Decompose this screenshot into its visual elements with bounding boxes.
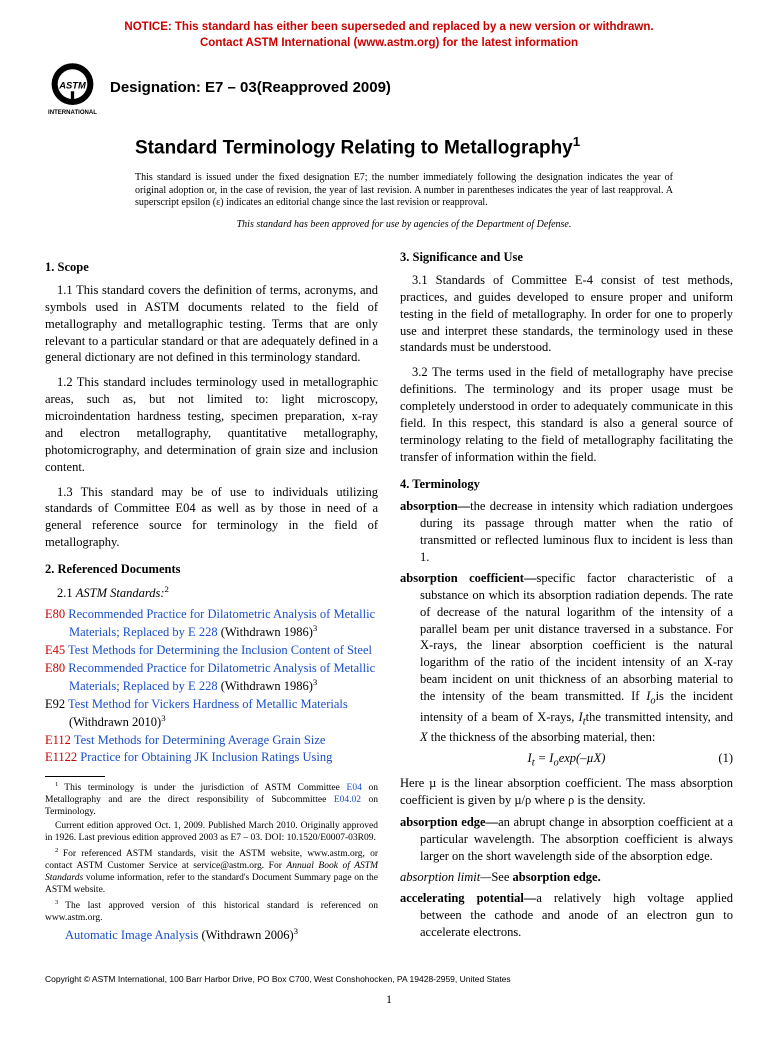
scope-p2: 1.2 This standard includes terminology u… bbox=[45, 374, 378, 475]
term-absorption-edge: absorption edge—an abrupt change in abso… bbox=[400, 814, 733, 865]
significance-heading: 3. Significance and Use bbox=[400, 249, 733, 266]
refdocs-subhead: 2.1 ASTM Standards:2 bbox=[45, 584, 378, 602]
ref-code: E80 bbox=[45, 607, 68, 621]
copyright-line: Copyright © ASTM International, 100 Barr… bbox=[45, 974, 733, 985]
ref-code: E45 bbox=[45, 643, 68, 657]
footnote-1: 1 This terminology is under the jurisdic… bbox=[45, 781, 378, 819]
dod-approval: This standard has been approved for use … bbox=[135, 218, 673, 232]
sig-p1: 3.1 Standards of Committee E-4 consist o… bbox=[400, 272, 733, 356]
ref-code: E112 bbox=[45, 733, 74, 747]
scope-heading: 1. Scope bbox=[45, 259, 378, 276]
reference-item: E112 Test Methods for Determining Averag… bbox=[45, 732, 378, 749]
scope-p3: 1.3 This standard may be of use to indiv… bbox=[45, 484, 378, 552]
ref-code: E92 bbox=[45, 697, 68, 711]
reference-item: E80 Recommended Practice for Dilatometri… bbox=[45, 606, 378, 641]
header-row: ASTM INTERNATIONAL Designation: E7 – 03(… bbox=[45, 61, 733, 116]
main-title: Standard Terminology Relating to Metallo… bbox=[135, 134, 673, 160]
ref-title-link[interactable]: Practice for Obtaining JK Inclusion Rati… bbox=[80, 750, 332, 764]
term-accelerating-potential: accelerating potential—a relatively high… bbox=[400, 890, 733, 941]
term-absorption: absorption—the decrease in intensity whi… bbox=[400, 498, 733, 566]
equation-followup: Here µ is the linear absorption coeffici… bbox=[400, 775, 733, 809]
title-block: Standard Terminology Relating to Metallo… bbox=[135, 134, 673, 231]
refdocs-heading: 2. Referenced Documents bbox=[45, 561, 378, 578]
ref-code: E1122 bbox=[45, 750, 80, 764]
reference-item: E1122 Practice for Obtaining JK Inclusio… bbox=[45, 749, 378, 766]
notice-line1: NOTICE: This standard has either been su… bbox=[124, 21, 653, 33]
refdocs-continuation: Automatic Image Analysis (Withdrawn 2006… bbox=[45, 926, 378, 944]
page-number: 1 bbox=[45, 991, 733, 1007]
reference-list: E80 Recommended Practice for Dilatometri… bbox=[45, 606, 378, 766]
reference-item: E80 Recommended Practice for Dilatometri… bbox=[45, 660, 378, 695]
footnote-3: 3 The last approved version of this hist… bbox=[45, 899, 378, 925]
sig-p2: 3.2 The terms used in the field of metal… bbox=[400, 364, 733, 465]
astm-logo: ASTM INTERNATIONAL bbox=[45, 61, 100, 116]
superseded-notice: NOTICE: This standard has either been su… bbox=[45, 20, 733, 51]
svg-text:ASTM: ASTM bbox=[58, 81, 86, 91]
footnote-block: 1 This terminology is under the jurisdic… bbox=[45, 776, 378, 924]
designation: Designation: E7 – 03(Reapproved 2009) bbox=[110, 78, 391, 98]
terminology-heading: 4. Terminology bbox=[400, 476, 733, 493]
ref-code: E80 bbox=[45, 661, 68, 675]
body-columns: 1. Scope 1.1 This standard covers the de… bbox=[45, 249, 733, 949]
notice-line2: Contact ASTM International (www.astm.org… bbox=[200, 37, 578, 49]
issuance-note: This standard is issued under the fixed … bbox=[135, 172, 673, 210]
term-absorption-limit: absorption limit—See absorption edge. bbox=[400, 869, 733, 886]
ref-title-link[interactable]: Test Methods for Determining the Inclusi… bbox=[68, 643, 372, 657]
scope-p1: 1.1 This standard covers the definition … bbox=[45, 282, 378, 366]
reference-item: E45 Test Methods for Determining the Inc… bbox=[45, 642, 378, 659]
term-absorption-coefficient: absorption coefficient—specific factor c… bbox=[400, 570, 733, 746]
committee-link[interactable]: E04 bbox=[347, 784, 362, 794]
equation-1: It = Ioexp(–µX) (1) bbox=[400, 750, 733, 771]
ref-title-link[interactable]: Test Methods for Determining Average Gra… bbox=[74, 733, 326, 747]
footnote-2: 2 For referenced ASTM standards, visit t… bbox=[45, 847, 378, 897]
footnote-rule bbox=[45, 776, 105, 777]
ref-title-link[interactable]: Test Method for Vickers Hardness of Meta… bbox=[68, 697, 348, 711]
footnote-1b: Current edition approved Oct. 1, 2009. P… bbox=[45, 821, 378, 845]
svg-text:INTERNATIONAL: INTERNATIONAL bbox=[48, 110, 97, 116]
subcommittee-link[interactable]: E04.02 bbox=[334, 795, 361, 805]
reference-item: E92 Test Method for Vickers Hardness of … bbox=[45, 696, 378, 731]
